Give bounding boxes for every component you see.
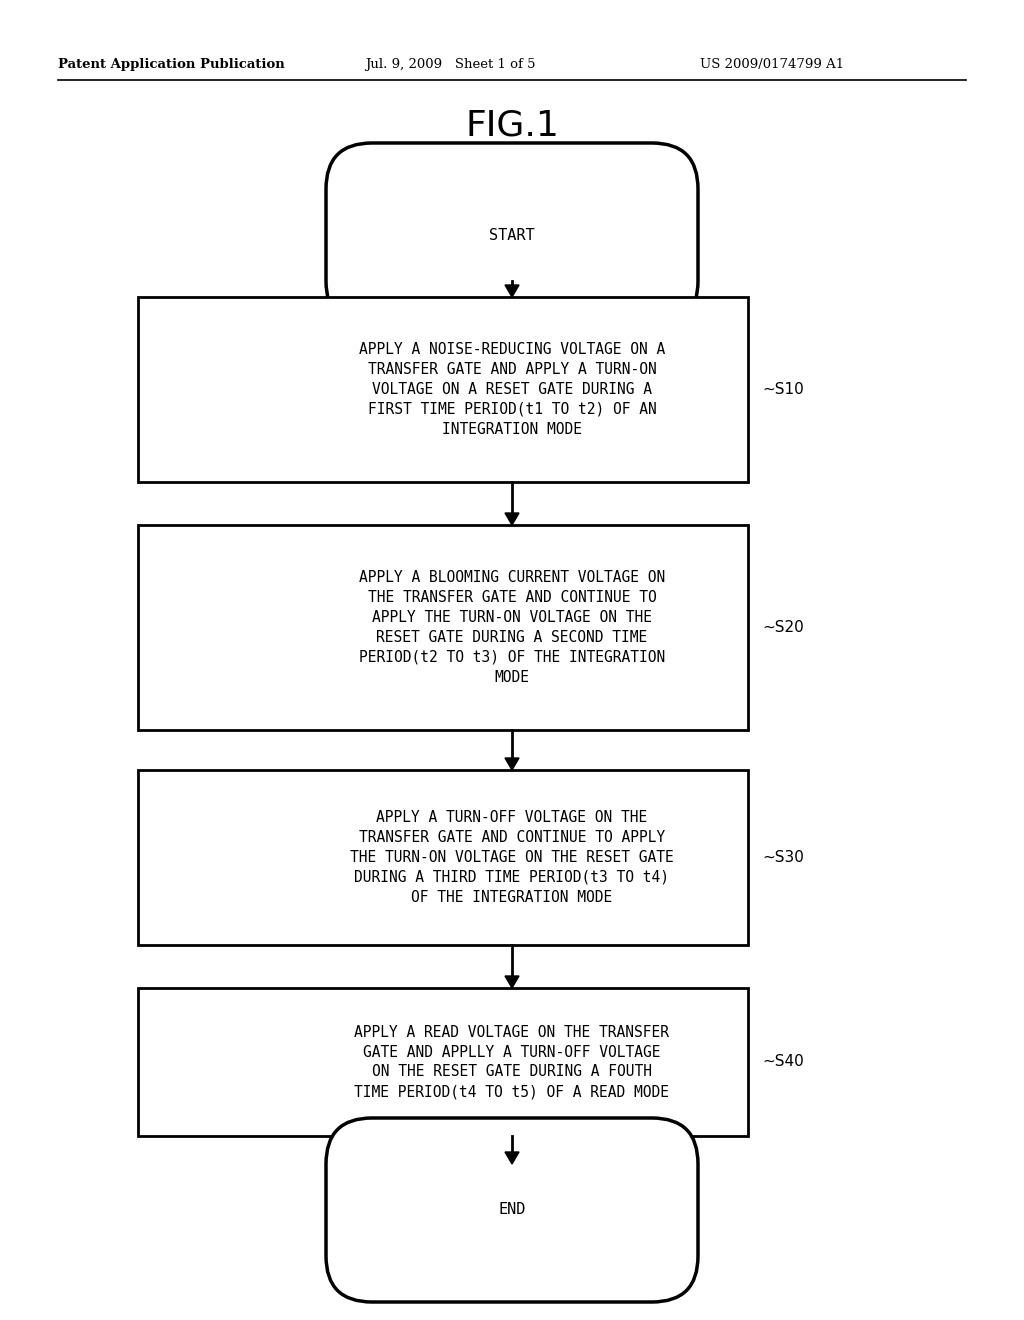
Bar — [138, 297, 748, 482]
Polygon shape — [505, 285, 519, 297]
Text: APPLY A NOISE-REDUCING VOLTAGE ON A
TRANSFER GATE AND APPLY A TURN-ON
VOLTAGE ON: APPLY A NOISE-REDUCING VOLTAGE ON A TRAN… — [358, 342, 666, 437]
Text: Jul. 9, 2009   Sheet 1 of 5: Jul. 9, 2009 Sheet 1 of 5 — [365, 58, 536, 71]
Bar — [138, 525, 748, 730]
Polygon shape — [505, 758, 519, 770]
FancyBboxPatch shape — [326, 143, 698, 327]
Text: US 2009/0174799 A1: US 2009/0174799 A1 — [700, 58, 844, 71]
Bar — [138, 987, 748, 1137]
FancyBboxPatch shape — [326, 1118, 698, 1302]
Polygon shape — [505, 1152, 519, 1164]
Text: ~S10: ~S10 — [762, 381, 804, 397]
Text: Patent Application Publication: Patent Application Publication — [58, 58, 285, 71]
Text: APPLY A TURN-OFF VOLTAGE ON THE
TRANSFER GATE AND CONTINUE TO APPLY
THE TURN-ON : APPLY A TURN-OFF VOLTAGE ON THE TRANSFER… — [350, 810, 674, 904]
Text: END: END — [499, 1203, 525, 1217]
Text: ~S30: ~S30 — [762, 850, 804, 865]
Polygon shape — [505, 513, 519, 525]
Text: ~S40: ~S40 — [762, 1055, 804, 1069]
Text: FIG.1: FIG.1 — [465, 108, 559, 143]
Text: APPLY A READ VOLTAGE ON THE TRANSFER
GATE AND APPLLY A TURN-OFF VOLTAGE
ON THE R: APPLY A READ VOLTAGE ON THE TRANSFER GAT… — [354, 1024, 670, 1100]
Polygon shape — [505, 975, 519, 987]
Text: ~S20: ~S20 — [762, 620, 804, 635]
Text: APPLY A BLOOMING CURRENT VOLTAGE ON
THE TRANSFER GATE AND CONTINUE TO
APPLY THE : APPLY A BLOOMING CURRENT VOLTAGE ON THE … — [358, 570, 666, 685]
Bar — [138, 770, 748, 945]
Text: START: START — [489, 227, 535, 243]
